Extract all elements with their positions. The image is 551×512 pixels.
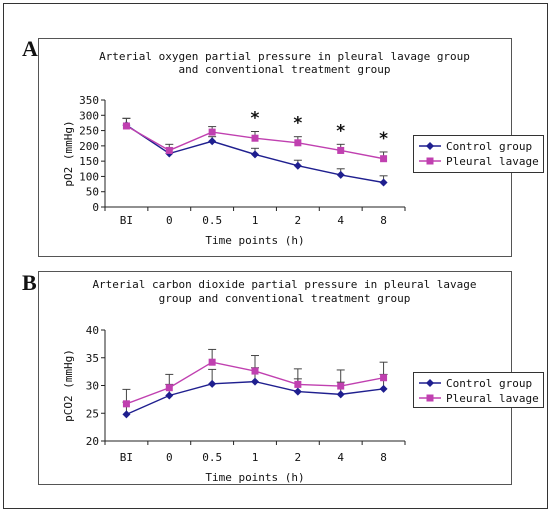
significance-star: * bbox=[293, 114, 302, 134]
y-tick-label: 30 bbox=[86, 380, 99, 393]
x-tick-label: 0.5 bbox=[202, 451, 222, 464]
data-point-square bbox=[165, 384, 173, 392]
data-point-square bbox=[208, 128, 216, 136]
data-point-diamond bbox=[293, 387, 302, 396]
chart-title-line: group and conventional treatment group bbox=[159, 292, 411, 305]
x-tick-label: BI bbox=[120, 451, 133, 464]
data-point-square bbox=[337, 146, 345, 154]
legend-label: Pleural lavage bbox=[446, 392, 539, 405]
legend-marker bbox=[426, 157, 434, 165]
y-tick-label: 100 bbox=[79, 170, 99, 183]
significance-star: * bbox=[379, 129, 388, 149]
y-tick-label: 25 bbox=[86, 407, 99, 420]
data-point-square bbox=[294, 139, 302, 147]
data-point-square bbox=[122, 122, 130, 130]
data-point-square bbox=[380, 155, 388, 163]
data-point-diamond bbox=[251, 377, 259, 386]
legend-box bbox=[413, 372, 544, 408]
data-point-diamond bbox=[208, 137, 217, 146]
series-line bbox=[126, 380, 384, 416]
legend-marker bbox=[426, 394, 434, 402]
y-tick-label: 300 bbox=[79, 109, 99, 122]
x-axis-label: Time points (h) bbox=[205, 471, 304, 484]
panel-b-letter: B bbox=[22, 270, 37, 295]
x-tick-label: 4 bbox=[337, 451, 344, 464]
data-point-diamond bbox=[165, 391, 174, 400]
legend-marker bbox=[426, 379, 434, 387]
chart-b: Arterial carbon dioxide partial pressure… bbox=[38, 271, 544, 485]
data-point-diamond bbox=[122, 410, 131, 419]
data-point-square bbox=[380, 374, 388, 382]
x-tick-label: 0.5 bbox=[202, 214, 222, 227]
data-point-square bbox=[294, 380, 302, 388]
data-point-diamond bbox=[293, 161, 302, 170]
x-tick-label: 0 bbox=[166, 214, 173, 227]
significance-star: * bbox=[336, 121, 345, 141]
y-axis-label: pO2 (mmHg) bbox=[62, 120, 75, 186]
y-tick-label: 0 bbox=[92, 201, 99, 214]
legend-label: Control group bbox=[446, 377, 532, 390]
data-point-diamond bbox=[336, 390, 345, 399]
legend-marker bbox=[426, 142, 434, 150]
data-point-diamond bbox=[208, 379, 217, 388]
x-tick-label: 1 bbox=[252, 451, 259, 464]
data-point-diamond bbox=[379, 384, 388, 393]
figure-border bbox=[3, 3, 548, 509]
legend-label: Control group bbox=[446, 140, 532, 153]
y-tick-label: 35 bbox=[86, 352, 99, 365]
chart-title-line: Arterial oxygen partial pressure in pleu… bbox=[99, 50, 470, 63]
y-tick-label: 350 bbox=[79, 94, 99, 107]
chart-title-line: and conventional treatment group bbox=[179, 63, 391, 76]
x-tick-label: 1 bbox=[252, 214, 259, 227]
y-tick-label: 20 bbox=[86, 435, 99, 448]
x-tick-label: 2 bbox=[295, 214, 302, 227]
x-tick-label: 8 bbox=[380, 214, 387, 227]
x-tick-label: BI bbox=[120, 214, 133, 227]
data-point-diamond bbox=[379, 178, 388, 187]
y-tick-label: 250 bbox=[79, 125, 99, 138]
y-tick-label: 40 bbox=[86, 324, 99, 337]
legend-label: Pleural lavage bbox=[446, 155, 539, 168]
y-tick-label: 50 bbox=[86, 186, 99, 199]
data-point-square bbox=[165, 146, 173, 154]
y-axis-label: pCO2 (mmHg) bbox=[62, 349, 75, 422]
significance-star: * bbox=[251, 108, 260, 128]
data-point-diamond bbox=[336, 170, 345, 179]
data-point-square bbox=[122, 400, 130, 408]
panel-a-letter: A bbox=[22, 36, 38, 61]
x-tick-label: 8 bbox=[380, 451, 387, 464]
y-tick-label: 200 bbox=[79, 140, 99, 153]
x-axis-label: Time points (h) bbox=[205, 234, 304, 247]
chart-a: Arterial oxygen partial pressure in pleu… bbox=[38, 38, 544, 257]
chart-title-line: Arterial carbon dioxide partial pressure… bbox=[92, 278, 476, 291]
legend-box bbox=[413, 135, 544, 173]
data-point-square bbox=[251, 367, 259, 375]
data-point-square bbox=[251, 134, 259, 142]
x-tick-label: 0 bbox=[166, 451, 173, 464]
data-point-square bbox=[337, 382, 345, 390]
data-point-square bbox=[208, 358, 216, 366]
y-tick-label: 150 bbox=[79, 155, 99, 168]
x-tick-label: 4 bbox=[337, 214, 344, 227]
x-tick-label: 2 bbox=[295, 451, 302, 464]
data-point-diamond bbox=[251, 150, 259, 159]
